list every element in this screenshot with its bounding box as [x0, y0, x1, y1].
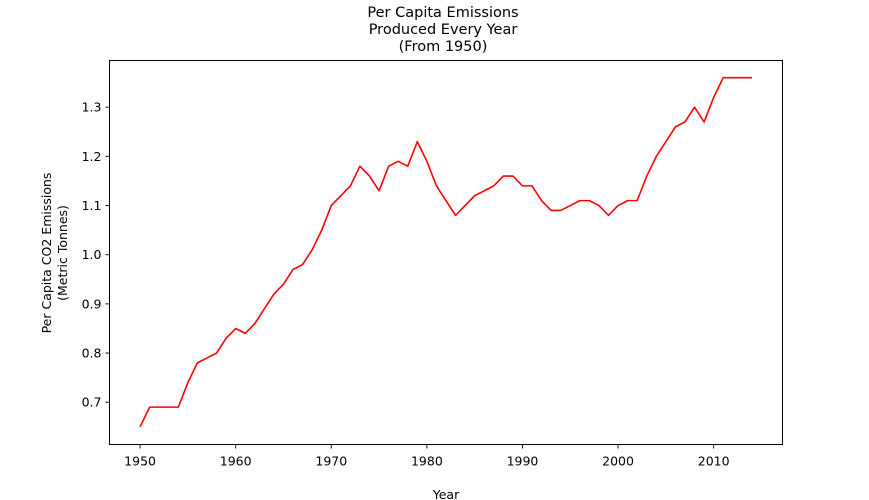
- chart-title-line-3: (From 1950): [399, 39, 488, 55]
- x-tick-label: 2010: [698, 454, 730, 469]
- x-tick-label: 1950: [124, 454, 156, 469]
- x-axis-label: Year: [432, 487, 460, 500]
- y-axis-label: Per Capita CO2 Emissions (Metric Tonnes): [39, 173, 70, 334]
- y-tick-label: 0.7: [82, 395, 102, 410]
- x-tick-label: 1990: [507, 454, 539, 469]
- y-tick-label: 1.2: [82, 149, 102, 164]
- y-axis-label-line-2: (Metric Tonnes): [55, 205, 70, 301]
- chart-title-line-1: Per Capita Emissions: [367, 5, 518, 21]
- plot-frame: [109, 60, 783, 445]
- y-tick-label: 1.3: [82, 100, 102, 115]
- y-axis-ticks: 0.7 0.8 0.9 1.0 1.1 1.2 1.3: [82, 100, 110, 410]
- y-axis-label-line-1: Per Capita CO2 Emissions: [39, 173, 54, 334]
- x-tick-label: 2000: [602, 454, 634, 469]
- x-axis-ticks: 1950 1960 1970 1980 1990 2000 2010: [124, 444, 730, 469]
- series-line: [139, 76, 752, 428]
- chart-title: Per Capita Emissions Produced Every Year…: [367, 5, 518, 55]
- x-tick-label: 1970: [315, 454, 347, 469]
- y-tick-label: 0.8: [82, 346, 102, 361]
- chart-title-line-2: Produced Every Year: [369, 22, 518, 38]
- y-tick-label: 1.1: [82, 198, 102, 213]
- x-tick-label: 1960: [220, 454, 252, 469]
- y-tick-label: 1.0: [82, 247, 102, 262]
- y-tick-label: 0.9: [82, 296, 102, 311]
- x-tick-label: 1980: [411, 454, 443, 469]
